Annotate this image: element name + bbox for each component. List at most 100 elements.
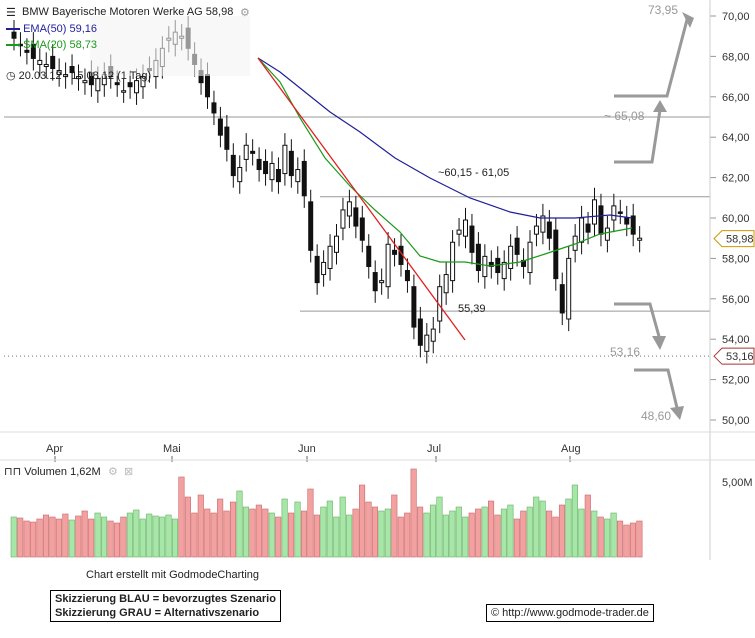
candle-body <box>392 249 398 255</box>
volume-bar <box>300 510 308 558</box>
volume-bar <box>294 501 301 558</box>
x-tick-label: Jun <box>298 443 316 455</box>
volume-bar <box>88 518 95 558</box>
volume-bar <box>30 521 37 558</box>
candle-body <box>579 217 585 243</box>
arrow-up-mid <box>614 109 662 164</box>
candle-body <box>533 225 539 235</box>
volume-bar <box>487 500 495 558</box>
volume-bar <box>371 506 379 558</box>
volume-bar <box>546 510 553 558</box>
volume-bar <box>275 516 282 558</box>
y-tick-label: 70,00 <box>722 11 750 23</box>
candle-body <box>263 160 269 175</box>
volume-bar <box>616 520 624 558</box>
volume-bar <box>584 494 591 558</box>
volume-bar <box>184 496 191 558</box>
volume-bar <box>223 510 230 558</box>
volume-bar <box>423 512 430 558</box>
candle-body <box>282 144 288 175</box>
candle-body <box>475 243 481 272</box>
current-price-label: 58,98 <box>726 234 754 246</box>
volume-bar <box>62 513 69 558</box>
ema-swatch <box>6 28 20 31</box>
chart-title: BMW Bayerische Motoren Werke AG 58,98 <box>22 6 234 18</box>
volume-bar <box>281 498 288 558</box>
legend-blue: Skizzierung BLAU = bevorzugtes Szenario <box>55 593 276 605</box>
volume-bar <box>23 520 30 558</box>
y-tick-label: 68,00 <box>722 51 750 63</box>
credit-text: Chart erstellt mit GodmodeCharting <box>86 569 260 581</box>
candle-body <box>224 126 230 150</box>
candle-body <box>314 255 320 284</box>
candle-body <box>617 211 623 214</box>
volume-bar <box>558 504 566 558</box>
volume-bar <box>397 516 404 558</box>
candle-body <box>340 209 346 229</box>
volume-bar <box>436 496 443 558</box>
legend-gray: Skizzierung GRAU = Alternativszenario <box>55 607 260 619</box>
volume-settings-icon[interactable]: ⚙ <box>108 466 118 478</box>
candle-body <box>211 102 217 114</box>
candle-body <box>308 201 314 251</box>
clock-icon: ◷ <box>6 70 16 82</box>
menu-icon[interactable]: ☰ <box>6 7 16 19</box>
volume-bar <box>217 498 224 558</box>
volume-bar <box>107 520 114 558</box>
candle-body <box>585 223 591 233</box>
ghost-area <box>90 16 250 76</box>
candle-body <box>598 205 604 235</box>
candle-body <box>359 217 365 241</box>
volume-bar <box>578 508 585 558</box>
volume-bar <box>165 514 172 558</box>
candle-body <box>430 328 436 342</box>
settings-icon[interactable]: ⚙ <box>240 7 250 19</box>
candle-body <box>321 261 327 276</box>
volume-bar <box>230 501 237 558</box>
source-url[interactable]: © http://www.godmode-trader.de <box>486 604 654 622</box>
candle-body <box>295 169 301 183</box>
x-tick-label: Mai <box>163 443 181 455</box>
candle-body <box>95 78 101 92</box>
arrow-down-mid <box>614 302 662 341</box>
annotation-target-low: 48,60 <box>641 409 671 423</box>
volume-bar <box>17 517 24 558</box>
sma-legend: SMA(20) 58,73 <box>6 39 97 51</box>
volume-bar <box>507 504 514 558</box>
candle-body <box>50 55 56 70</box>
candle-body <box>366 245 372 267</box>
volume-bar <box>552 516 559 558</box>
arrow-up-mid-head <box>653 100 667 112</box>
volume-bar <box>384 508 391 558</box>
candle-body <box>205 74 210 98</box>
candle-body <box>353 207 359 227</box>
volume-bar <box>526 506 533 558</box>
candle-body <box>140 76 146 88</box>
volume-bar <box>475 508 482 558</box>
volume-close-icon[interactable]: ⊠ <box>124 466 134 478</box>
volume-bar <box>94 512 101 558</box>
candle-body <box>334 235 339 253</box>
volume-header: ⊓⊓ Volumen 1,62M <box>4 465 101 478</box>
candle-body <box>82 80 88 84</box>
candle-body <box>630 215 636 235</box>
annotation-target-mid: ~ 65,08 <box>604 109 645 123</box>
candle-body <box>482 255 488 278</box>
volume-bar <box>500 508 508 558</box>
arrow-up-high-head <box>682 12 694 28</box>
volume-bar <box>571 484 578 558</box>
y-tick-label: 50,00 <box>722 415 750 427</box>
volume-bar <box>178 476 185 558</box>
volume-bar <box>410 468 417 558</box>
candle-body <box>559 284 565 314</box>
y-tick-label: 64,00 <box>722 132 750 144</box>
volume-bar <box>42 514 50 558</box>
ema-legend: EMA(50) 59,16 <box>6 23 97 35</box>
candle-body <box>250 150 256 154</box>
ema-label: EMA(50) 59,16 <box>23 23 98 35</box>
annotation-level-low: 53,16 <box>610 345 640 359</box>
candle-body <box>385 243 391 288</box>
annotation-support: 55,39 <box>458 303 486 315</box>
x-tick-label: Jul <box>427 443 441 455</box>
